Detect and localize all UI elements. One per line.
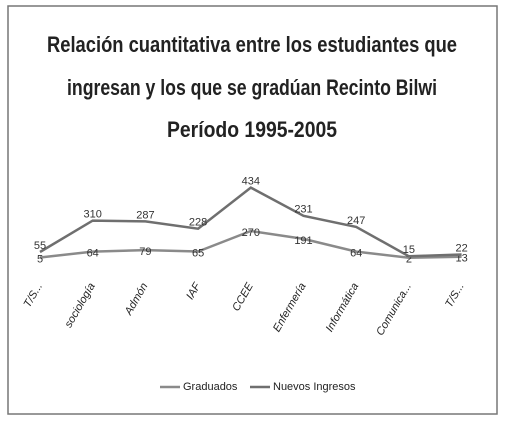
data-label: 228 (189, 217, 207, 229)
data-label: 64 (87, 248, 99, 260)
frame (7, 5, 498, 415)
data-label: 15 (403, 244, 415, 256)
data-label: 270 (242, 227, 260, 239)
data-label: 287 (136, 209, 154, 221)
data-label: 434 (242, 176, 260, 188)
data-label: 247 (347, 215, 365, 227)
data-label: 79 (139, 246, 151, 258)
data-label: 191 (294, 235, 312, 247)
chart-title: ingresan y los que se gradúan Recinto Bi… (67, 75, 437, 100)
chart-title: Período 1995-2005 (167, 117, 337, 142)
data-label: 310 (84, 209, 102, 221)
data-label: 64 (350, 248, 362, 260)
series-line (39, 186, 462, 258)
series-line (39, 229, 462, 260)
data-label: 55 (34, 240, 46, 252)
legend-label: Graduados (183, 381, 238, 393)
data-label: 5 (37, 253, 43, 265)
data-label: 231 (294, 204, 312, 216)
data-label: 2 (406, 254, 412, 266)
data-label: 65 (192, 247, 204, 259)
chart-title: Relación cuantitativa entre los estudian… (47, 32, 457, 57)
data-label: 22 (455, 242, 467, 254)
legend-label: Nuevos Ingresos (273, 381, 356, 393)
